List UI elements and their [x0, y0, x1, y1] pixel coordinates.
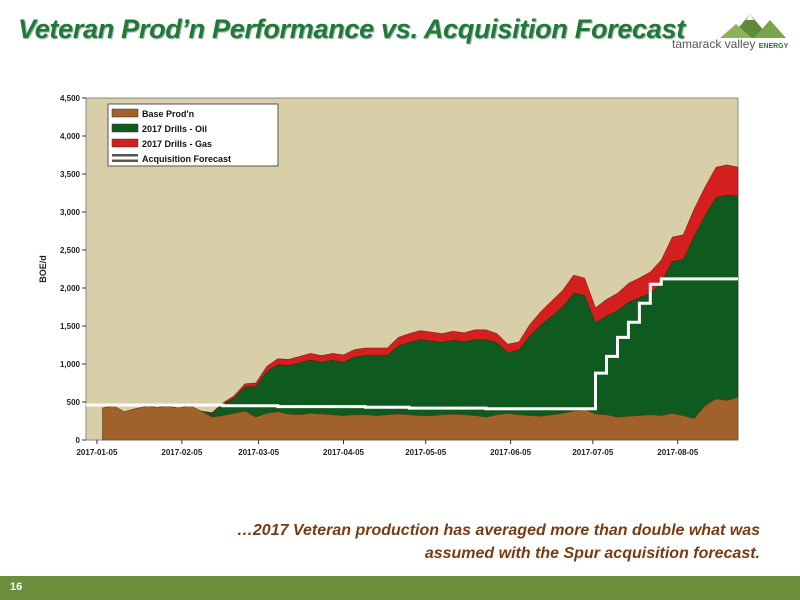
legend-label: Base Prod'n: [142, 109, 194, 119]
caption-line-1: …2017 Veteran production has averaged mo…: [236, 522, 760, 539]
company-logo: tamarack valley ENERGY: [672, 10, 790, 56]
series-line-forecast: [86, 277, 738, 411]
page-number: 16: [10, 581, 23, 593]
y-axis-label: BOE/d: [38, 255, 48, 283]
legend-label: Acquisition Forecast: [142, 154, 231, 164]
x-tick-label: 2017-04-05: [323, 448, 364, 457]
x-tick-label: 2017-02-05: [161, 448, 202, 457]
production-chart: 0 500 1,000 1,500 2,000 2,500 3,000 3,500 4,000 4…: [38, 94, 739, 457]
y-tick-label: 0: [76, 436, 81, 445]
y-tick-label: 500: [67, 398, 81, 407]
slide-title: Veteran Prod’n Performance vs. Acquisiti…: [18, 14, 685, 44]
logo-text: tamarack valley ENERGY: [672, 37, 788, 51]
x-tick-label: 2017-06-05: [490, 448, 531, 457]
y-tick-label: 3,500: [60, 170, 81, 179]
y-tick-label: 2,000: [60, 284, 81, 293]
y-tick-label: 1,000: [60, 360, 81, 369]
legend-label: 2017 Drills - Oil: [142, 124, 207, 134]
y-tick-label: 1,500: [60, 322, 81, 331]
legend: Base Prod'n 2017 Drills - Oil 2017 Drills …: [107, 103, 279, 167]
y-tick-label: 4,000: [60, 132, 81, 141]
legend-label: 2017 Drills - Gas: [142, 139, 212, 149]
x-tick-label: 2017-05-05: [405, 448, 446, 457]
x-tick-label: 2017-03-05: [238, 448, 279, 457]
y-tick-label: 4,500: [60, 94, 81, 103]
mountain-logo-icon: [720, 14, 786, 38]
caption-line-2: assumed with the Spur acquisition foreca…: [424, 545, 760, 562]
logo-name: tamarack valley: [672, 37, 756, 51]
series-area-base: [102, 397, 739, 441]
y-tick-label: 3,000: [60, 208, 81, 217]
legend-swatch: [111, 108, 139, 118]
footer-bar: 16: [0, 576, 800, 600]
legend-swatch: [111, 138, 139, 148]
legend-swatch: [111, 123, 139, 133]
x-tick-label: 2017-08-05: [657, 448, 698, 457]
y-tick-label: 2,500: [60, 246, 81, 255]
x-tick-label: 2017-07-05: [572, 448, 613, 457]
logo-energy: ENERGY: [758, 43, 789, 50]
x-tick-label: 2017-01-05: [76, 448, 117, 457]
caption: …2017 Veteran production has averaged mo…: [237, 519, 760, 565]
